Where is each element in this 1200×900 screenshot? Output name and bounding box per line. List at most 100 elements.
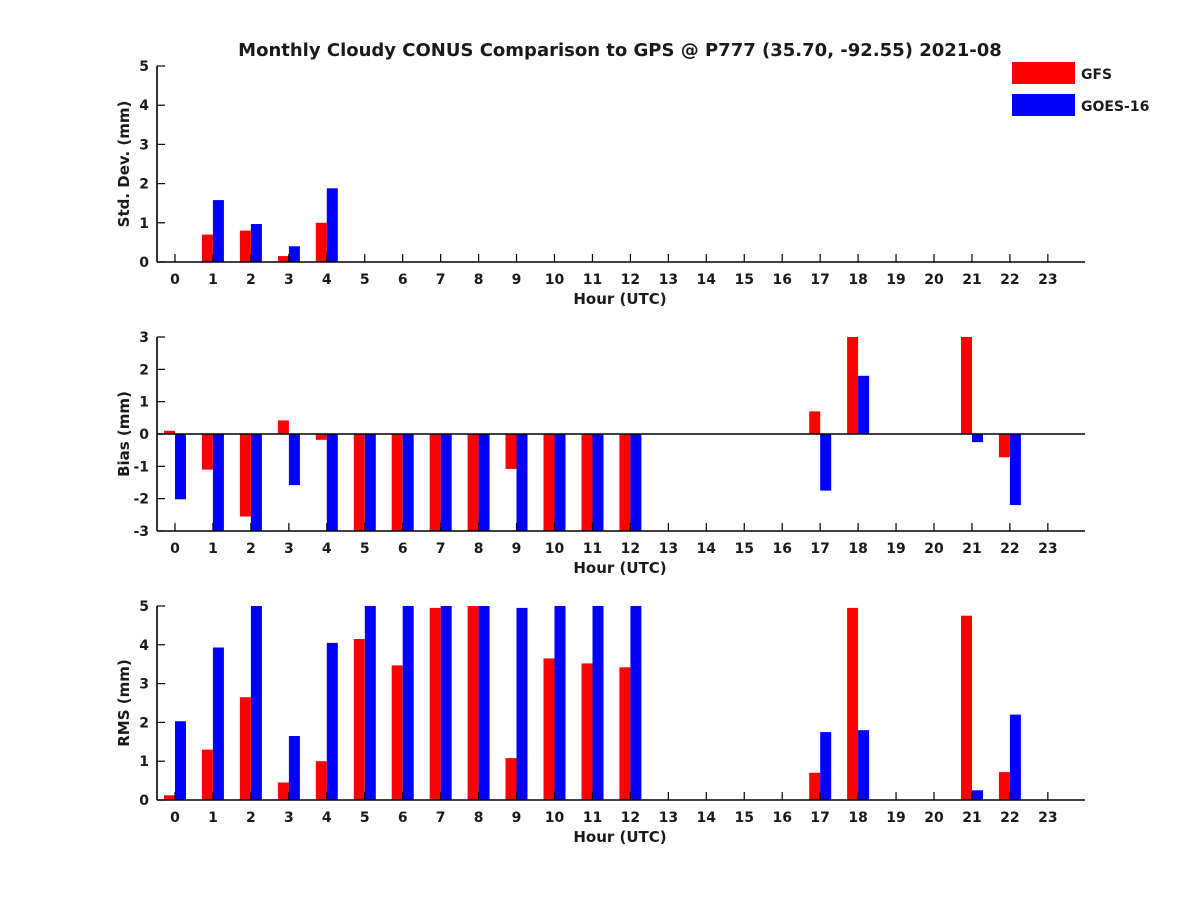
y-tick-label: 1 (139, 216, 149, 232)
x-tick-label: 17 (810, 272, 829, 288)
y-axis-label: Bias (mm) (115, 391, 133, 477)
bar-gfs-hour-6 (391, 434, 403, 531)
x-tick-label: 11 (583, 541, 602, 557)
x-tick-label: 2 (246, 541, 256, 557)
bar-gfs-hour-22 (998, 772, 1010, 800)
x-tick-label: 9 (512, 541, 522, 557)
bar-goes-16-hour-12 (630, 606, 642, 800)
bar-gfs-hour-0 (164, 795, 175, 800)
x-tick-label: 10 (545, 541, 565, 557)
y-tick-label: 2 (139, 362, 149, 378)
bar-gfs-hour-3 (277, 256, 289, 262)
bar-goes-16-hour-17 (820, 732, 832, 800)
y-tick-label: 3 (139, 330, 149, 346)
x-tick-label: 20 (924, 541, 944, 557)
bar-gfs-hour-6 (391, 665, 403, 800)
bar-gfs-hour-17 (809, 411, 821, 434)
bar-gfs-hour-10 (543, 434, 555, 531)
legend-label-goes16: GOES-16 (1081, 99, 1149, 115)
x-tick-label: 13 (659, 541, 678, 557)
x-tick-label: 8 (474, 541, 484, 557)
bar-goes-16-hour-2 (250, 434, 262, 531)
x-tick-label: 17 (810, 810, 829, 826)
y-tick-label: 5 (139, 599, 149, 615)
x-tick-label: 23 (1038, 272, 1057, 288)
y-tick-label: 4 (139, 98, 149, 114)
x-tick-label: 1 (208, 541, 218, 557)
bar-goes-16-hour-3 (288, 246, 300, 262)
x-tick-label: 14 (697, 272, 717, 288)
bar-goes-16-hour-17 (820, 434, 832, 491)
bar-goes-16-hour-22 (1009, 434, 1021, 506)
bar-gfs-hour-7 (429, 434, 441, 531)
bar-gfs-hour-21 (961, 337, 972, 434)
bar-gfs-hour-21 (961, 615, 972, 800)
x-tick-label: 9 (512, 810, 522, 826)
bar-goes-16-hour-21 (972, 434, 983, 443)
y-tick-label: -1 (133, 459, 149, 475)
bar-gfs-hour-7 (429, 607, 441, 800)
bar-gfs-hour-10 (543, 658, 555, 800)
x-tick-label: 20 (924, 810, 944, 826)
figure-title: Monthly Cloudy CONUS Comparison to GPS @… (238, 40, 1002, 61)
bar-gfs-hour-18 (847, 607, 859, 800)
x-tick-label: 4 (322, 541, 332, 557)
bar-goes-16-hour-8 (478, 606, 490, 800)
x-tick-label: 22 (1000, 272, 1019, 288)
bar-gfs-hour-9 (505, 434, 517, 469)
bar-goes-16-hour-18 (858, 730, 870, 800)
x-tick-label: 15 (735, 272, 754, 288)
bar-gfs-hour-4 (315, 434, 327, 440)
bar-goes-16-hour-6 (402, 606, 414, 800)
x-tick-label: 4 (322, 810, 332, 826)
bar-gfs-hour-9 (505, 758, 517, 800)
bar-goes-16-hour-5 (364, 606, 376, 800)
x-tick-label: 19 (886, 272, 905, 288)
bar-gfs-hour-4 (315, 761, 327, 800)
x-tick-label: 4 (322, 272, 332, 288)
x-tick-label: 16 (772, 541, 791, 557)
bar-gfs-hour-1 (201, 234, 213, 262)
bar-goes-16-hour-2 (250, 606, 262, 800)
x-tick-label: 20 (924, 272, 944, 288)
bar-goes-16-hour-21 (972, 790, 983, 800)
x-tick-label: 6 (398, 541, 408, 557)
x-tick-label: 18 (848, 541, 867, 557)
y-axis-label: RMS (mm) (115, 659, 133, 746)
x-tick-label: 18 (848, 272, 867, 288)
y-tick-label: 0 (139, 793, 149, 809)
x-tick-label: 15 (735, 541, 754, 557)
bar-gfs-hour-5 (353, 639, 365, 800)
x-tick-label: 7 (436, 810, 446, 826)
y-tick-label: 5 (139, 59, 149, 75)
y-tick-label: 2 (139, 715, 149, 731)
y-tick-label: 4 (139, 638, 149, 654)
bar-gfs-hour-11 (581, 434, 593, 531)
legend-swatch-gfs (1012, 62, 1075, 84)
x-tick-label: 2 (246, 810, 256, 826)
x-tick-label: 21 (962, 272, 981, 288)
x-tick-label: 16 (772, 810, 791, 826)
bar-gfs-hour-1 (201, 749, 213, 800)
x-tick-label: 22 (1000, 810, 1019, 826)
y-tick-label: 0 (139, 427, 149, 443)
x-tick-label: 6 (398, 810, 408, 826)
bar-goes-16-hour-1 (212, 200, 224, 262)
x-tick-label: 11 (583, 272, 602, 288)
bar-goes-16-hour-4 (326, 642, 338, 800)
bar-goes-16-hour-5 (364, 434, 376, 531)
x-tick-label: 19 (886, 541, 905, 557)
bar-gfs-hour-17 (809, 772, 821, 800)
bar-goes-16-hour-6 (402, 434, 414, 531)
bar-gfs-hour-2 (239, 230, 251, 262)
x-tick-label: 21 (962, 810, 981, 826)
legend-label-gfs: GFS (1081, 67, 1112, 83)
bar-gfs-hour-18 (847, 337, 859, 434)
x-tick-label: 8 (474, 272, 484, 288)
bar-goes-16-hour-0 (175, 721, 186, 800)
bar-goes-16-hour-7 (440, 434, 452, 531)
x-tick-label: 23 (1038, 810, 1057, 826)
x-axis-label: Hour (UTC) (573, 828, 666, 846)
